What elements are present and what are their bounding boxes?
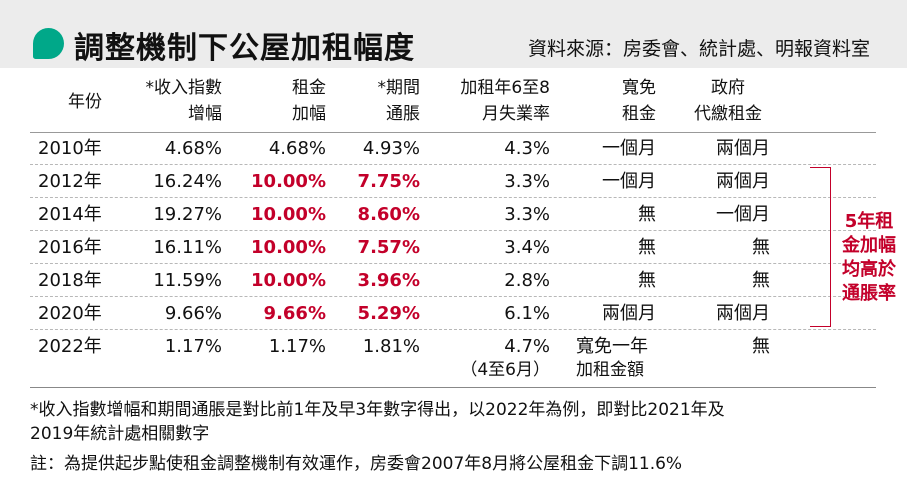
cell-year: 2018年 [38,270,102,291]
header-waiver-1: 寬免 [622,78,656,98]
cell-unemployment: 2.8% [504,270,550,291]
table-row: 2020年 9.66% 9.66% 5.29% 6.1% 兩個月 兩個月 [30,298,876,330]
cell-inflation: 8.60% [357,204,420,225]
page-title: 調整機制下公屋加租幅度 [74,31,415,66]
footnote-2: 2019年統計處相關數字 [30,424,210,444]
header-waiver-2: 租金 [622,104,656,124]
header-gov-1: 政府 [711,78,745,98]
cell-waiver: 寬免一年 [576,336,648,357]
cell-income: 19.27% [153,204,222,225]
header-unemployment-1: 加租年6至8 [460,78,550,98]
cell-inflation: 7.57% [357,237,420,258]
cell-income: 4.68% [164,138,222,159]
table-bottom-rule [30,387,876,388]
footnote-3: 註：為提供起步點使租金調整機制有效運作，房委會2007年8月將公屋租金下調11.… [30,454,683,474]
header-income-1: *收入指數 [145,78,223,98]
cell-waiver: 無 [638,270,656,291]
table-row: 2016年 16.11% 10.00% 7.57% 3.4% 無 無 [30,232,876,264]
header-rent-1: 租金 [292,78,326,98]
cell-year: 2010年 [38,138,102,159]
cell-rent: 10.00% [251,270,326,291]
cell-income: 9.66% [164,303,222,324]
cell-rent: 10.00% [251,204,326,225]
footnote-1: *收入指數增幅和期間通脹是對比前1年及早3年數字得出，以2022年為例，即對比2… [30,400,725,420]
cell-waiver: 無 [638,237,656,258]
header-rent-2: 加幅 [292,104,326,124]
cell-unemployment-note: （4至6月） [460,360,550,380]
cell-income: 11.59% [153,270,222,291]
cell-rent: 9.66% [263,303,326,324]
cell-unemployment: 6.1% [504,303,550,324]
cell-inflation: 1.81% [362,336,420,357]
cell-inflation: 3.96% [357,270,420,291]
cell-gov: 兩個月 [716,171,770,192]
header-year: 年份 [68,92,102,112]
table-row: 2010年 4.68% 4.68% 4.93% 4.3% 一個月 兩個月 [30,133,876,165]
source-credit: 資料來源：房委會、統計處、明報資料室 [527,38,870,60]
cell-unemployment: 4.7% [504,336,550,357]
cell-waiver: 一個月 [602,171,656,192]
cell-waiver: 無 [638,204,656,225]
cell-gov: 兩個月 [716,303,770,324]
cell-income: 16.11% [153,237,222,258]
title-bar: 調整機制下公屋加租幅度 資料來源：房委會、統計處、明報資料室 [0,0,907,68]
cell-year: 2014年 [38,204,102,225]
cell-gov: 無 [752,270,770,291]
cell-waiver: 兩個月 [602,303,656,324]
cell-rent: 10.00% [251,237,326,258]
cell-gov: 無 [752,336,770,357]
table-row: 2022年 1.17% 1.17% 1.81% 4.7% （4至6月） 寬免一年… [30,331,876,387]
cell-rent: 1.17% [268,336,326,357]
cell-year: 2016年 [38,237,102,258]
cell-waiver-2: 加租金額 [576,360,644,380]
cell-rent: 10.00% [251,171,326,192]
cell-year: 2012年 [38,171,102,192]
cell-inflation: 5.29% [357,303,420,324]
table-row: 2012年 16.24% 10.00% 7.75% 3.3% 一個月 兩個月 [30,166,876,198]
side-note: 5年租金加幅均高於通脹率 [842,211,896,304]
cell-gov: 無 [752,237,770,258]
header-income-2: 增幅 [188,104,222,124]
header-inflation-1: *期間 [377,78,421,98]
header-inflation-2: 通脹 [386,104,420,124]
cell-unemployment: 3.3% [504,204,550,225]
cell-year: 2020年 [38,303,102,324]
cell-unemployment: 3.4% [504,237,550,258]
cell-waiver: 一個月 [602,138,656,159]
cell-inflation: 4.93% [362,138,420,159]
speech-bubble-icon [33,28,64,59]
table-row: 2018年 11.59% 10.00% 3.96% 2.8% 無 無 [30,265,876,297]
cell-inflation: 7.75% [357,171,420,192]
highlight-bracket [810,167,831,327]
cell-income: 1.17% [164,336,222,357]
cell-year: 2022年 [38,336,102,357]
table-header: 年份 *收入指數 增幅 租金 加幅 *期間 通脹 加租年6至8 月失業率 寬免 … [30,68,876,133]
cell-unemployment: 3.3% [504,171,550,192]
header-unemployment-2: 月失業率 [482,104,550,124]
header-gov-2: 代繳租金 [694,104,762,124]
cell-income: 16.24% [153,171,222,192]
table-row: 2014年 19.27% 10.00% 8.60% 3.3% 無 一個月 [30,199,876,231]
cell-gov: 兩個月 [716,138,770,159]
cell-rent: 4.68% [268,138,326,159]
cell-unemployment: 4.3% [504,138,550,159]
cell-gov: 一個月 [716,204,770,225]
